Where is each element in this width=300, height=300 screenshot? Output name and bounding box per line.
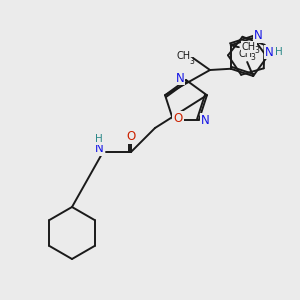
Text: N: N [254,29,262,43]
Text: CH: CH [177,51,191,61]
Text: CH: CH [242,42,256,52]
Text: 3: 3 [254,46,259,55]
Text: N: N [265,46,273,59]
Text: O: O [126,130,136,143]
Text: N: N [176,71,184,85]
Text: N: N [94,142,103,155]
Text: H: H [95,134,103,144]
Text: N: N [201,114,209,127]
Text: H: H [275,47,283,57]
Text: O: O [173,112,183,125]
Text: 3: 3 [251,52,256,62]
Text: 3: 3 [190,56,194,65]
Text: CH: CH [238,49,252,59]
